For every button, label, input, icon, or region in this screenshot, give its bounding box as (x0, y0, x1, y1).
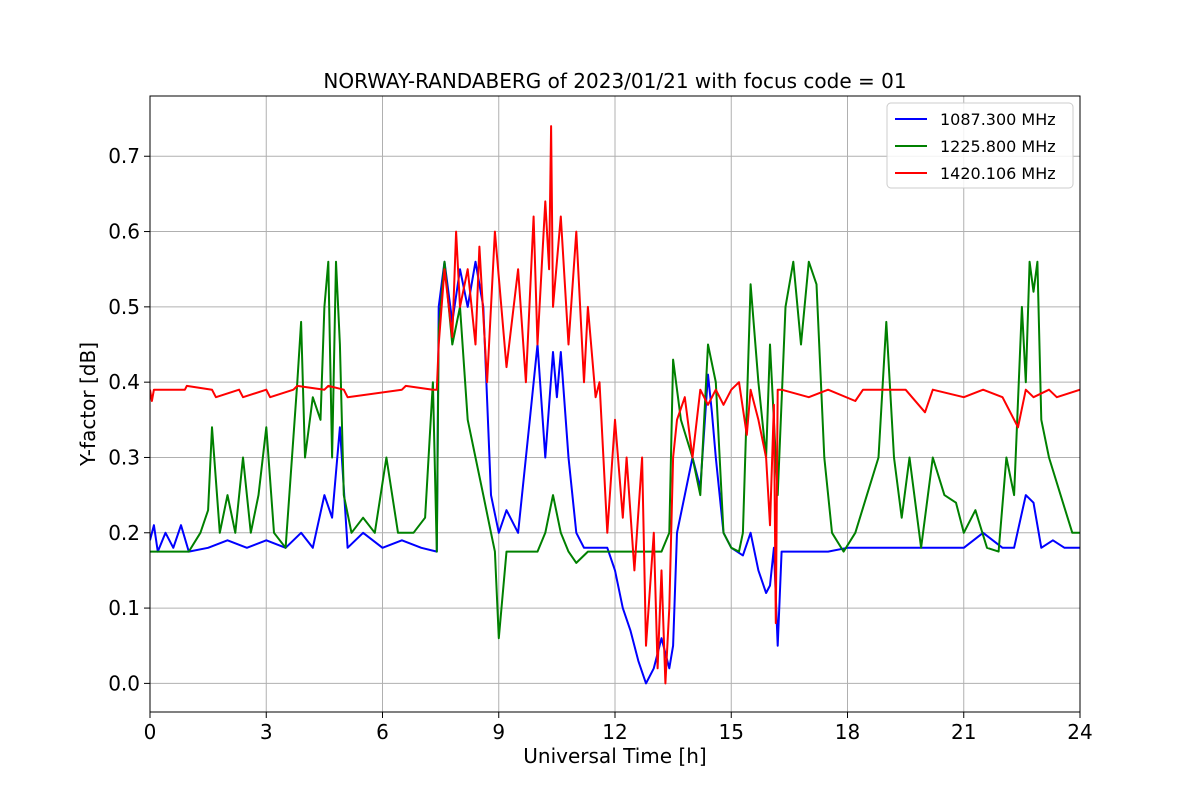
legend-label: 1225.800 MHz (940, 137, 1056, 156)
y-tick-label: 0.2 (108, 521, 140, 545)
y-tick-label: 0.7 (108, 144, 140, 168)
legend-box (886, 102, 1074, 189)
y-tick-label: 0.3 (108, 445, 140, 469)
x-tick-label: 21 (951, 720, 976, 744)
y-tick-label: 0.1 (108, 596, 140, 620)
y-tick-label: 0.4 (108, 370, 140, 394)
x-tick-label: 18 (835, 720, 860, 744)
x-tick-label: 3 (260, 720, 273, 744)
x-tick-label: 15 (719, 720, 744, 744)
x-tick-label: 24 (1067, 720, 1092, 744)
grid (149, 96, 1081, 712)
series-line-2 (150, 260, 1080, 640)
x-tick-label: 6 (376, 720, 389, 744)
y-tick-label: 0.5 (108, 295, 140, 319)
series-layer (150, 125, 1080, 685)
legend-label: 1420.106 MHz (940, 164, 1056, 183)
legend-label: 1087.300 MHz (940, 110, 1056, 129)
y-axis-label: Y-factor [dB] (76, 342, 100, 467)
x-tick-label: 9 (492, 720, 505, 744)
series-line-3 (150, 125, 1080, 685)
x-tick-label: 12 (602, 720, 627, 744)
series-line-1 (150, 260, 1080, 685)
x-axis-label: Universal Time [h] (523, 744, 706, 768)
chart-title: NORWAY-RANDABERG of 2023/01/21 with focu… (323, 69, 906, 93)
y-tick-label: 0.6 (108, 220, 140, 244)
ticks: 0 3 6 9 12 15 18 21 24 0.0 0.1 0.2 0.3 0.4 0.5 0.6 0.7 (108, 144, 1093, 744)
x-tick-label: 0 (144, 720, 157, 744)
legend: 1087.300 MHz 1225.800 MHz 1420.106 MHz (886, 102, 1074, 189)
y-tick-label: 0.0 (108, 671, 140, 695)
